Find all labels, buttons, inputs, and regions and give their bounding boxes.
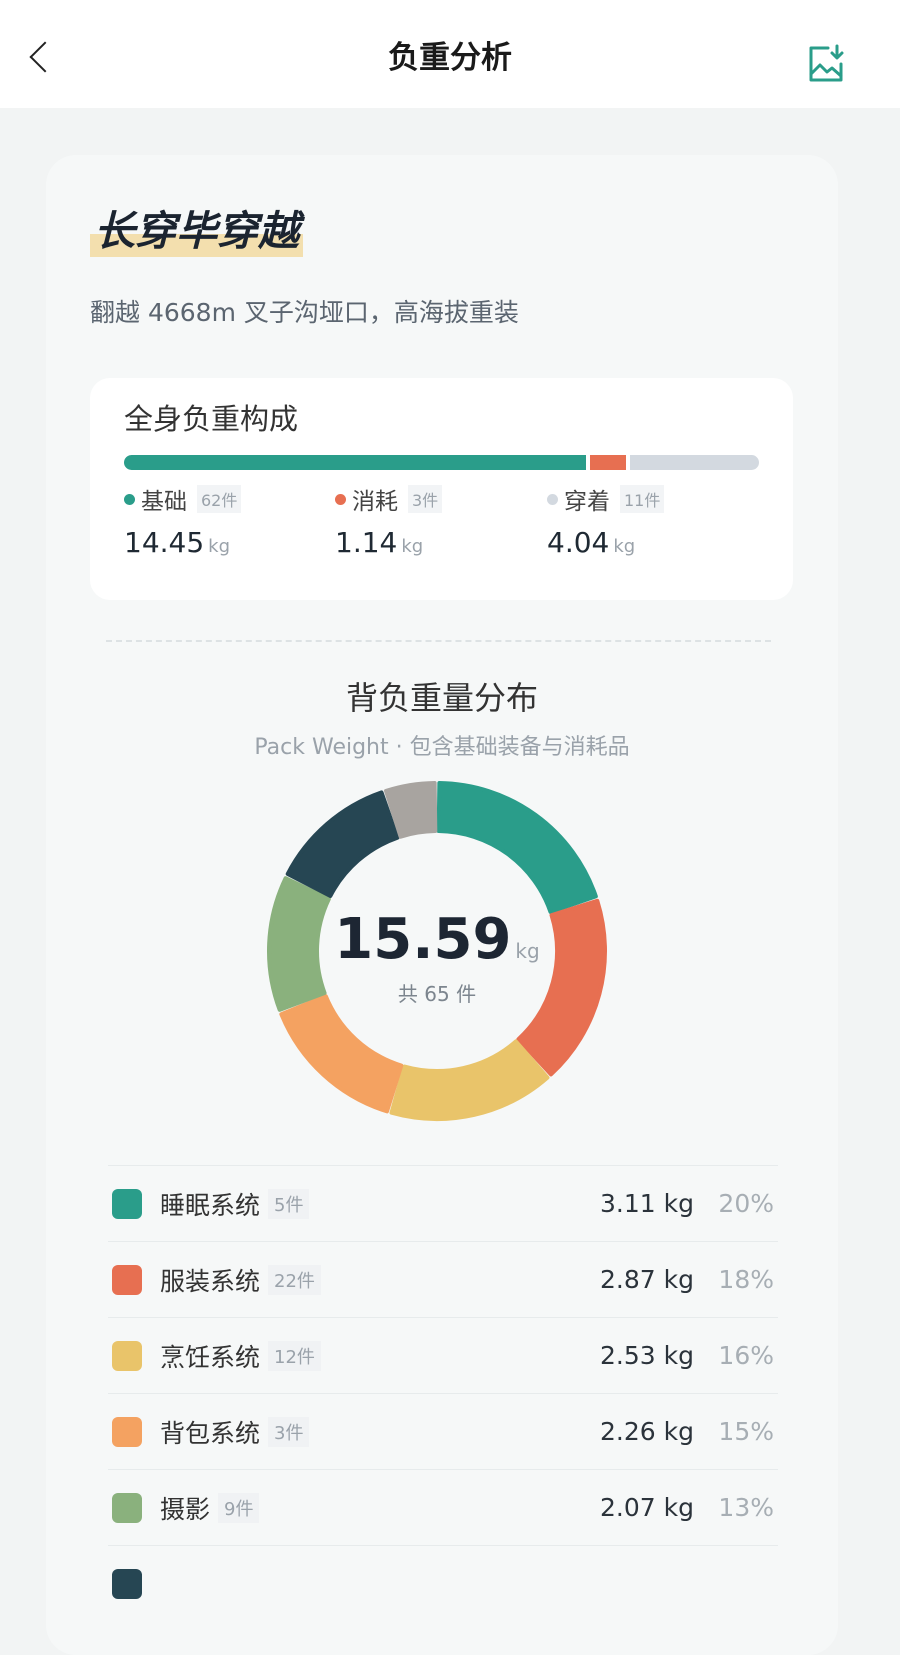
category-weight: 2.26 kg [600,1417,694,1446]
category-name: 服装系统 [160,1266,261,1296]
legend-weight: 4.04 [547,526,610,559]
legend-count: 11件 [620,485,665,513]
category-name: 睡眠系统 [160,1190,261,1220]
legend-dot [547,493,558,505]
legend-weight: 1.14 [335,526,398,559]
category-name: 摄影 [160,1494,211,1524]
legend-weight: 14.45 [124,526,205,559]
composition-title: 全身负重构成 [124,402,299,436]
donut-segment [285,790,400,898]
category-swatch [112,1492,142,1523]
image-download-icon[interactable] [806,44,846,84]
composition-card: 全身负重构成 基础 62件 14.45 kg 消耗 3件 1.14 kg 穿着 11件 4.04 kg [90,378,793,600]
category-count: 22件 [268,1264,321,1295]
dashed-divider [106,640,771,642]
category-percent: 13% [718,1493,774,1522]
category-weight: 3.11 kg [600,1189,694,1218]
category-swatch [112,1188,142,1219]
legend-dot [335,493,346,505]
donut-center: 15.59 kg 共 65 件 [261,907,613,1007]
legend-label: 消耗 [352,489,398,515]
category-percent: 16% [718,1341,774,1370]
legend-label: 基础 [141,489,187,515]
category-row-partial[interactable] [108,1545,778,1621]
pack-title: 背负重量分布 [345,679,538,717]
category-list: 睡眠系统 5件 3.11 kg 20% 服装系统 22件 2.87 kg 18% 烹饪系统 12件… [108,1165,778,1621]
donut-segment [384,781,438,839]
legend-label: 穿着 [564,489,610,515]
composition-legend-item: 消耗 3件 1.14 kg [335,482,443,559]
legend-unit: kg [208,536,231,557]
category-weight: 2.53 kg [600,1341,694,1370]
category-row[interactable]: 摄影 9件 2.07 kg 13% [108,1469,778,1545]
composition-bar-segment [124,455,586,470]
analysis-card: 长穿毕穿越 翻越 4668m 叉子沟垭口，高海拔重装 全身负重构成 基础 62件 1… [46,155,838,1655]
legend-count: 62件 [197,485,242,513]
pack-subtitle: Pack Weight · 包含基础装备与消耗品 [254,735,630,760]
composition-legend-item: 穿着 11件 4.04 kg [547,482,665,559]
category-weight: 2.07 kg [600,1493,694,1522]
composition-legend-item: 基础 62件 14.45 kg [124,482,242,559]
trip-description: 翻越 4668m 叉子沟垭口，高海拔重装 [90,298,519,327]
donut-segment [279,994,404,1114]
pack-donut-chart [267,781,607,1121]
category-percent: 20% [718,1189,774,1218]
back-chevron-left-icon[interactable] [29,41,61,73]
total-count: 共 65 件 [397,982,477,1006]
category-swatch [112,1416,142,1447]
trip-name: 长穿毕穿越 [90,197,303,257]
category-weight: 2.87 kg [600,1265,694,1294]
category-row[interactable]: 背包系统 3件 2.26 kg 15% [108,1393,778,1469]
legend-dot [124,493,135,505]
category-percent: 18% [718,1265,774,1294]
donut-segment [436,781,598,914]
legend-count: 3件 [408,485,443,513]
page-title: 负重分析 [388,39,512,76]
top-bar: 负重分析 [0,0,900,108]
composition-bar-segment [629,455,759,470]
total-weight: 15.59 kg [334,907,540,972]
category-swatch [112,1568,142,1599]
category-swatch [112,1264,142,1295]
composition-bar [124,455,759,470]
category-count: 5件 [268,1188,310,1219]
legend-unit: kg [401,536,424,557]
donut-segment [267,876,331,1012]
category-percent: 15% [718,1417,774,1446]
category-name: 烹饪系统 [160,1342,261,1372]
category-swatch [112,1340,142,1371]
category-count: 9件 [218,1492,260,1523]
category-count: 12件 [268,1340,321,1371]
legend-unit: kg [613,536,636,557]
donut-segment [516,898,607,1077]
category-row[interactable]: 服装系统 22件 2.87 kg 18% [108,1241,778,1317]
category-name: 背包系统 [160,1418,261,1448]
category-row[interactable]: 睡眠系统 5件 3.11 kg 20% [108,1165,778,1241]
category-row[interactable]: 烹饪系统 12件 2.53 kg 16% [108,1317,778,1393]
composition-bar-segment [589,455,626,470]
donut-segment [389,1039,550,1121]
category-count: 3件 [268,1416,310,1447]
